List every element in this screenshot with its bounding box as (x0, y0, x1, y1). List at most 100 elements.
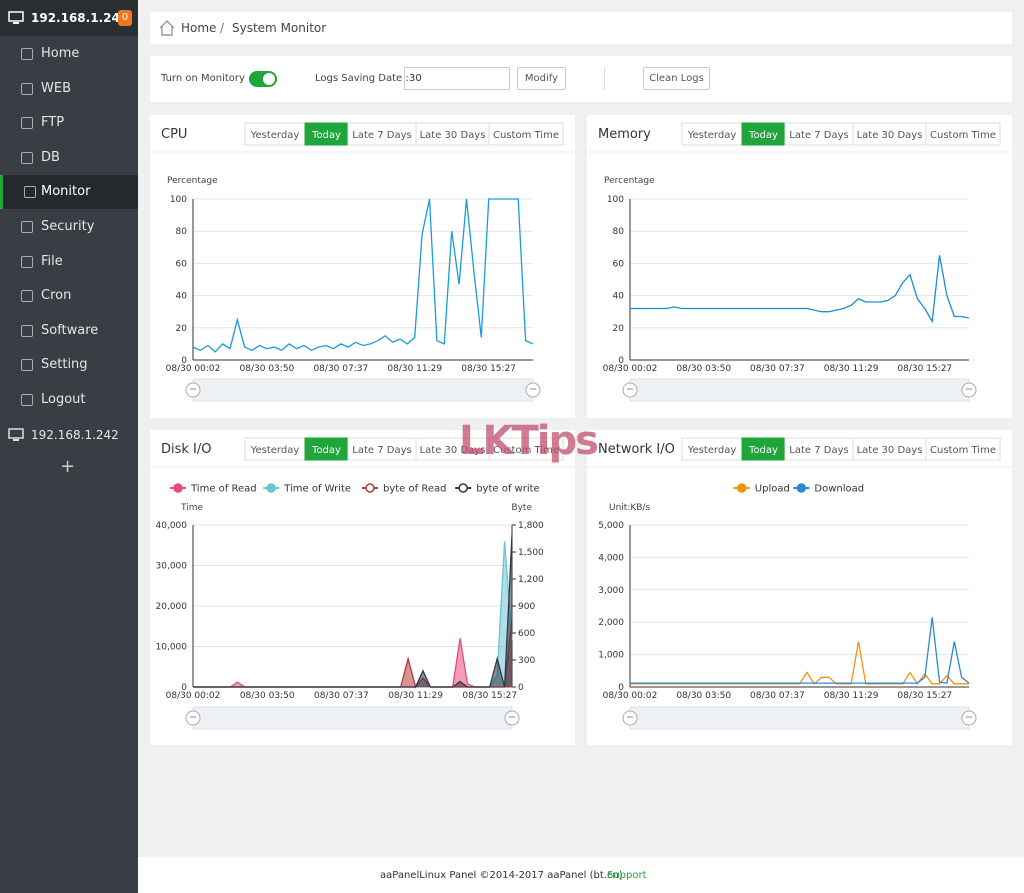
x-tick-label: 08/30 11:29 (387, 364, 442, 374)
tab-label: Late 30 Days (420, 130, 486, 141)
y-tick-label: 4,000 (598, 553, 624, 563)
x-tick-label: 08/30 00:02 (166, 691, 221, 701)
tab-label: Custom Time (930, 130, 996, 141)
footer: aaPanelLinux Panel ©2014-2017 aaPanel (b… (138, 857, 1024, 893)
x-tick-label: 08/30 03:50 (676, 691, 731, 701)
tab-label: Yesterday (250, 445, 300, 456)
x-tick-label: 08/30 07:37 (750, 364, 805, 374)
crumb-sep: / (220, 21, 225, 35)
legend-marker (173, 483, 183, 493)
crumb: System Monitor (232, 21, 327, 35)
menu-icon (21, 117, 33, 130)
host-name: 192.168.1.242 (31, 428, 119, 442)
zoom-handle[interactable] (525, 382, 541, 398)
menu-icon (21, 255, 33, 268)
cpu-card: CPU Yesterday Today Late 7 Days Late 30 Days… (150, 115, 575, 418)
chart: Memory Yesterday Today Late 7 Days Late 30 D… (587, 122, 1012, 402)
zoom-handle[interactable] (504, 710, 520, 726)
tab-label: Yesterday (250, 130, 300, 141)
menu-item[interactable]: Logout (0, 383, 138, 417)
y-tick-label: 2,000 (598, 618, 624, 628)
y-tick-label: 5,000 (598, 521, 624, 531)
zoom-handle[interactable] (622, 382, 638, 398)
button[interactable]: Modify (517, 67, 566, 90)
menu-label: Software (41, 322, 99, 338)
x-tick-label: 08/30 03:50 (240, 364, 295, 374)
y-tick-label: 20,000 (156, 602, 188, 612)
tab-label: Late 7 Days (789, 130, 848, 141)
x-tick-label: 08/30 11:29 (824, 691, 879, 701)
monitor-icon (8, 11, 24, 24)
menu-icon (21, 151, 33, 164)
menu-item[interactable]: FTP (0, 106, 138, 140)
tab[interactable] (925, 437, 1001, 461)
button[interactable]: Clean Logs (643, 67, 710, 90)
tab[interactable] (488, 122, 564, 146)
toggle[interactable] (249, 71, 277, 87)
menu-item[interactable]: WEB (0, 72, 138, 106)
home-icon (159, 20, 175, 36)
legend-label: Upload (755, 484, 790, 495)
tab-label: Today (311, 130, 341, 141)
menu-icon (21, 48, 33, 60)
tab-label: Late 30 Days (857, 130, 923, 141)
tab-label: Custom Time (493, 130, 559, 141)
menu-item[interactable]: DB (0, 141, 138, 175)
input[interactable]: 30 (404, 67, 510, 90)
y2-tick-label: 1,500 (518, 548, 544, 558)
menu-item[interactable]: Monitor (0, 175, 138, 210)
x-tick-label: 08/30 00:02 (603, 691, 658, 701)
y2-tick-label: 1,800 (518, 521, 544, 531)
menu-item[interactable]: File (0, 245, 138, 279)
line-series (630, 255, 970, 324)
menu-label: DB (41, 149, 60, 165)
y-tick-label: 100 (170, 195, 187, 205)
label: Turn on Monitory (161, 73, 245, 84)
x-tick-label: 08/30 15:27 (897, 691, 952, 701)
add-host[interactable]: + (60, 456, 76, 477)
y-tick-label: 40 (176, 292, 188, 302)
crumb[interactable]: Home (181, 21, 217, 35)
tab-label: Late 7 Days (352, 130, 411, 141)
zoom-handle[interactable] (185, 710, 201, 726)
y2-tick-label: 1,200 (518, 575, 544, 585)
menu-item[interactable]: Security (0, 210, 138, 244)
memory-card: Memory Yesterday Today Late 7 Days Late 30 D… (587, 115, 1012, 418)
line-series (192, 198, 534, 353)
zoom-handle[interactable] (961, 382, 977, 398)
menu-item[interactable]: Cron (0, 279, 138, 313)
menu-label: WEB (41, 80, 71, 96)
menu-label: Setting (41, 357, 88, 373)
tab[interactable] (488, 437, 564, 461)
legend-label: Time of Write (283, 484, 351, 495)
y-axis-label: Percentage (604, 176, 655, 186)
menu-label: FTP (41, 115, 65, 131)
chart-title: Memory (598, 127, 651, 142)
x-tick-label: 08/30 15:27 (461, 364, 516, 374)
host-bar[interactable]: 192.168.1.245 0 (0, 0, 138, 36)
menu-icon (21, 82, 33, 95)
chart: CPU Yesterday Today Late 7 Days Late 30 Days… (150, 122, 575, 402)
chart: Disk I/O Yesterday Today Late 7 Days Late 30… (150, 437, 575, 730)
support-link[interactable]: Support (607, 870, 647, 881)
menu-label: Logout (41, 392, 86, 407)
legend-marker (737, 483, 747, 493)
badge: 0 (118, 10, 132, 26)
y2-tick-label: 900 (518, 602, 535, 612)
zoom-handle[interactable] (185, 382, 201, 398)
chart-title: CPU (161, 127, 187, 142)
x-tick-label: 08/30 15:27 (462, 691, 517, 701)
zoom-handle[interactable] (961, 710, 977, 726)
divider (604, 67, 605, 90)
menu-item[interactable]: Setting (0, 348, 138, 382)
other-host[interactable]: 192.168.1.242 (0, 417, 138, 453)
line-series (630, 617, 970, 684)
menu-item[interactable]: Software (0, 314, 138, 348)
legend-label: Time of Read (190, 484, 257, 495)
tab[interactable] (925, 122, 1001, 146)
x-tick-label: 08/30 11:29 (388, 691, 443, 701)
legend-marker (365, 483, 375, 493)
y2-axis-label: Byte (511, 503, 532, 513)
zoom-handle[interactable] (622, 710, 638, 726)
menu-item[interactable]: Home (0, 37, 138, 71)
